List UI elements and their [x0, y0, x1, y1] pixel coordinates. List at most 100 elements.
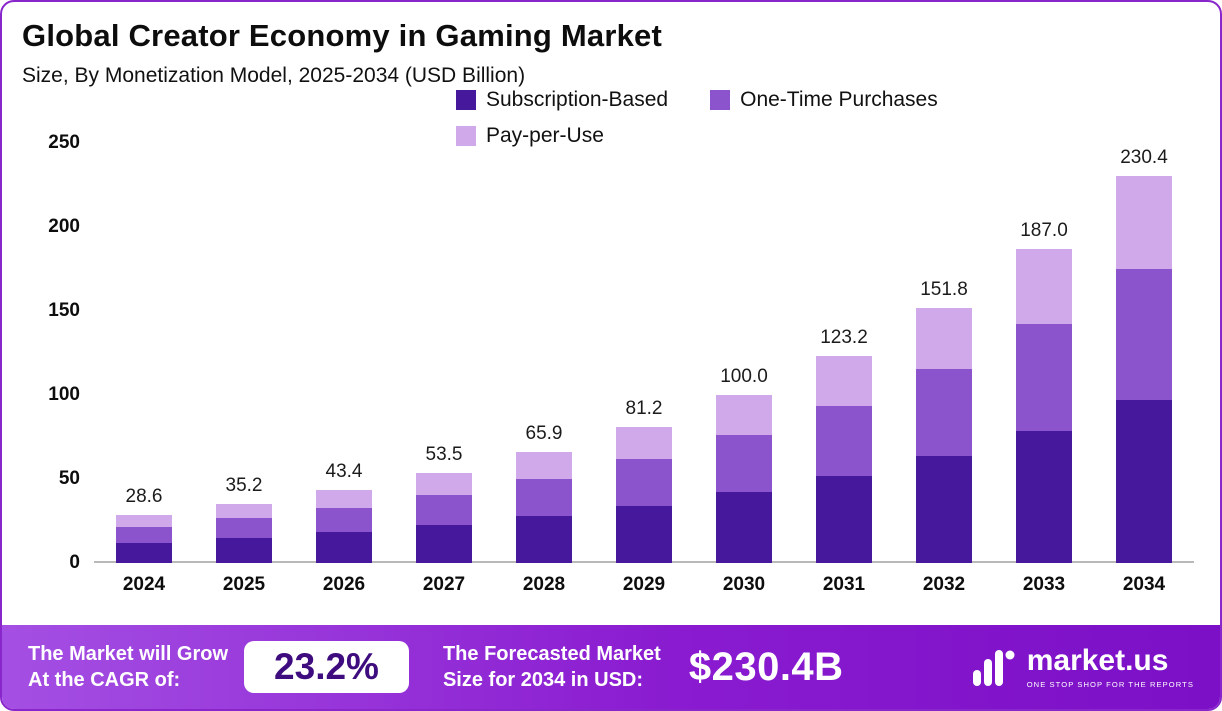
x-axis-label: 2027 [422, 574, 466, 595]
bar-stack [916, 308, 972, 563]
bar-group: 230.4 2034 [1094, 147, 1194, 607]
bar-total-label: 43.4 [325, 461, 363, 483]
x-axis-label: 2033 [1022, 574, 1066, 595]
bar-segment [516, 452, 572, 479]
cagr-value-badge: 23.2% [244, 641, 409, 693]
bar-segment [316, 507, 372, 533]
bar-group: 81.2 2029 [594, 398, 694, 607]
bar-stack [1016, 248, 1072, 563]
bar-stack [116, 514, 172, 563]
bar-group: 53.5 2027 [394, 444, 494, 607]
bar-group: 123.2 2031 [794, 327, 894, 607]
legend-swatch-icon [710, 90, 731, 110]
marketus-logo-icon [972, 650, 1015, 686]
bar-stack [716, 395, 772, 563]
bar-segment [316, 532, 372, 563]
bar-segment [616, 459, 672, 506]
cagr-label-line2: At the CAGR of: [28, 669, 181, 691]
bar-segment [416, 494, 472, 526]
bar-total-label: 230.4 [1120, 146, 1168, 168]
x-axis-label: 2029 [622, 574, 666, 595]
bar-segment [916, 369, 972, 456]
bar-segment [516, 478, 572, 517]
bar-segment [916, 308, 972, 370]
bar-total-label: 187.0 [1020, 219, 1068, 241]
bar-segment [616, 426, 672, 460]
bar-segment [216, 538, 272, 563]
x-axis-label: 2031 [822, 574, 866, 595]
bar-segment [816, 476, 872, 563]
bar-group: 35.2 2025 [194, 475, 294, 607]
bar-segment [416, 525, 472, 563]
bar-segment [516, 516, 572, 563]
chart-area: Subscription-Based One-Time Purchases Pay-… [16, 88, 1202, 625]
bar-group: 43.4 2026 [294, 461, 394, 607]
bar-segment [1116, 175, 1172, 269]
legend: Subscription-Based One-Time Purchases Pay-… [456, 88, 1056, 148]
cagr-label: The Market will Grow At the CAGR of: [28, 641, 228, 693]
bar-total-label: 100.0 [720, 366, 768, 388]
bar-segment [616, 505, 672, 563]
bar-segment [216, 503, 272, 518]
y-axis-tick: 100 [48, 384, 80, 405]
bar-segment [716, 492, 772, 563]
bar-segment [216, 517, 272, 539]
bar-segment [1016, 431, 1072, 563]
bar-segment [1016, 324, 1072, 432]
y-axis-tick: 150 [48, 300, 80, 321]
x-axis-label: 2034 [1122, 574, 1166, 595]
bar-stack [1116, 175, 1172, 563]
brand-text: market.us ONE STOP SHOP FOR THE REPORTS [1026, 643, 1194, 689]
y-axis-tick: 200 [48, 216, 80, 237]
legend-label: Pay-per-Use [486, 124, 604, 147]
legend-label: Subscription-Based [486, 88, 669, 111]
legend-item: One-Time Purchases [710, 88, 938, 112]
bar-segment [116, 526, 172, 543]
chart-header: Global Creator Economy in Gaming Market … [2, 2, 1220, 88]
brand-block: market.us ONE STOP SHOP FOR THE REPORTS [971, 643, 1194, 689]
forecast-value: $230.4B [688, 644, 844, 689]
bar-segment [816, 356, 872, 406]
bar-stack [416, 473, 472, 563]
bar-segment [1116, 268, 1172, 401]
x-axis-label: 2032 [922, 574, 966, 595]
bar-total-label: 35.2 [225, 474, 263, 496]
legend-item: Pay-per-Use [456, 124, 604, 148]
y-axis-tick: 50 [58, 468, 80, 489]
forecast-label-line2: Size for 2034 in USD: [442, 669, 644, 691]
bar-segment [816, 405, 872, 477]
bar-segment [116, 514, 172, 527]
forecast-label-line1: The Forecasted Market [442, 643, 661, 665]
legend-label: One-Time Purchases [740, 88, 938, 111]
y-axis-tick: 250 [48, 132, 80, 153]
x-axis-label: 2026 [322, 574, 366, 595]
legend-swatch-icon [456, 90, 476, 110]
bars-row: 28.6 2024 35.2 2025 43.4 2026 53.5 2027 65.9 2028… [94, 147, 1194, 607]
x-axis-label: 2024 [122, 574, 166, 595]
bar-stack [316, 490, 372, 563]
footer-banner: The Market will Grow At the CAGR of: 23.… [2, 625, 1220, 709]
bar-stack [516, 452, 572, 563]
x-axis-label: 2030 [722, 574, 766, 595]
brand-name: market.us [1026, 643, 1169, 677]
bar-total-label: 81.2 [625, 397, 663, 419]
bar-segment [416, 473, 472, 495]
bar-segment [716, 395, 772, 436]
chart-subtitle: Size, By Monetization Model, 2025-2034 (… [22, 64, 526, 87]
forecast-label: The Forecasted Market Size for 2034 in U… [443, 641, 661, 693]
cagr-label-line1: The Market will Grow [28, 643, 229, 665]
bar-stack [216, 503, 272, 563]
x-axis-label: 2028 [522, 574, 566, 595]
legend-swatch-icon [456, 126, 476, 146]
chart-title: Global Creator Economy in Gaming Market [22, 18, 662, 53]
bar-total-label: 65.9 [525, 423, 563, 445]
bar-group: 151.8 2032 [894, 279, 994, 607]
bar-total-label: 123.2 [820, 327, 868, 349]
bar-segment [916, 455, 972, 563]
y-axis-tick: 0 [69, 552, 80, 573]
legend-item: Subscription-Based [456, 88, 668, 112]
bar-stack [816, 356, 872, 563]
bar-segment [1116, 400, 1172, 563]
bar-group: 187.0 2033 [994, 220, 1094, 607]
